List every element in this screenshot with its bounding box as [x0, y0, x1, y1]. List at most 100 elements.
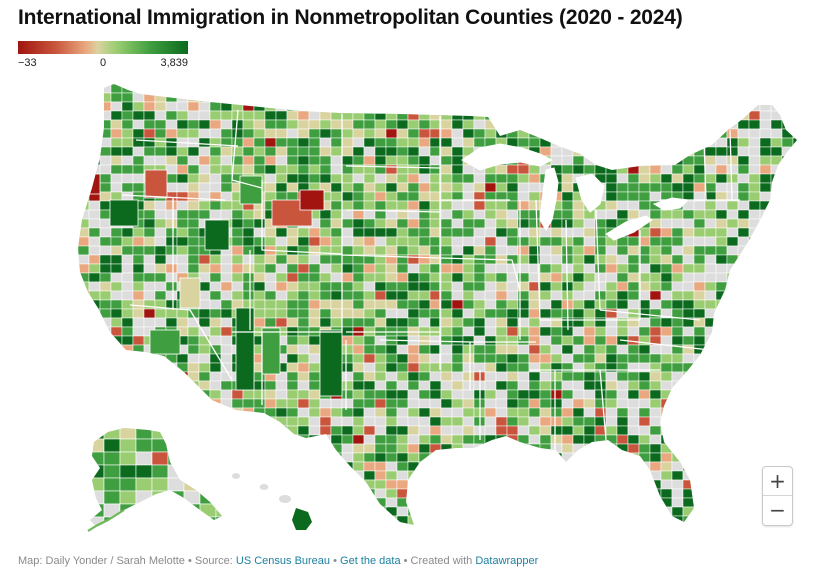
zoom-controls: + −	[762, 466, 793, 526]
county-cell	[121, 119, 134, 130]
map-area[interactable]	[0, 70, 823, 540]
county-cell	[88, 146, 101, 157]
county-cell	[429, 443, 442, 454]
county-cell	[583, 299, 596, 310]
county-cell	[561, 119, 574, 130]
county-cell	[341, 236, 354, 247]
county-cell	[693, 434, 706, 445]
county-cell	[187, 137, 200, 148]
county-cell	[286, 362, 299, 373]
county-cell	[110, 344, 123, 355]
datawrapper-link[interactable]: Datawrapper	[475, 555, 539, 567]
county-cell	[209, 84, 222, 94]
county-cell	[682, 524, 695, 525]
county-cell	[220, 353, 233, 364]
us-county-map[interactable]	[0, 70, 823, 540]
county-cell	[759, 164, 772, 175]
county-cell	[385, 371, 398, 382]
county-cell	[616, 290, 629, 301]
county-cell	[539, 506, 552, 517]
county-cell	[638, 299, 651, 310]
county-cell	[726, 299, 739, 310]
county-cell	[242, 101, 255, 112]
county-cell	[198, 317, 211, 328]
county-cell	[341, 317, 354, 328]
county-cell	[330, 272, 343, 283]
county-cell	[352, 137, 365, 148]
county-cell	[781, 137, 794, 148]
county-cell	[374, 272, 387, 283]
county-cell	[616, 164, 629, 175]
borough-cell	[90, 464, 105, 479]
county-cell	[341, 245, 354, 256]
hawaii-big-island	[292, 508, 312, 530]
county-cell	[616, 479, 629, 490]
county-cell	[451, 200, 464, 211]
county-cell	[517, 470, 530, 481]
borough-cell	[199, 451, 217, 466]
county-cell	[330, 92, 343, 103]
county-cell	[297, 452, 310, 463]
county-cell	[407, 281, 420, 292]
county-cell	[143, 362, 156, 373]
county-cell	[154, 146, 167, 157]
county-cell	[671, 281, 684, 292]
county-cell	[748, 128, 761, 139]
county-cell	[220, 155, 233, 166]
county-cell	[759, 407, 772, 418]
get-data-link[interactable]: Get the data	[340, 555, 401, 567]
county-cell	[418, 128, 431, 139]
county-cell	[275, 380, 288, 391]
county-cell	[275, 398, 288, 409]
source-link[interactable]: US Census Bureau	[235, 555, 331, 567]
county-cell	[209, 164, 222, 175]
county-cell	[583, 84, 596, 94]
county-cell	[583, 128, 596, 139]
county-cell	[330, 128, 343, 139]
county-cell	[440, 263, 453, 274]
county-cell	[78, 335, 90, 346]
county-cell	[297, 362, 310, 373]
county-cell	[319, 416, 332, 427]
county-cell	[770, 146, 783, 157]
county-cell	[572, 452, 585, 463]
county-cell	[99, 308, 112, 319]
county-cell	[275, 155, 288, 166]
county-cell	[759, 155, 772, 166]
county-cell	[792, 209, 797, 220]
county-cell	[781, 155, 794, 166]
county-cell	[275, 425, 288, 436]
county-cell	[220, 281, 233, 292]
county-cell	[286, 335, 299, 346]
county-cell	[616, 263, 629, 274]
county-cell	[638, 281, 651, 292]
county-cell	[121, 236, 134, 247]
county-cell	[176, 173, 189, 184]
county-cell	[726, 362, 739, 373]
county-cell	[308, 407, 321, 418]
county-cell	[759, 416, 772, 427]
county-cell	[583, 443, 596, 454]
county-cell	[143, 389, 156, 400]
county-cell	[495, 515, 508, 525]
borough-cell	[183, 516, 201, 526]
zoom-in-button[interactable]: +	[769, 469, 786, 493]
county-cell	[550, 299, 563, 310]
county-cell	[726, 488, 739, 499]
county-cell	[583, 488, 596, 499]
county-cell	[682, 452, 695, 463]
county-cell	[704, 263, 717, 274]
county-cell	[231, 101, 244, 112]
county-cell	[627, 461, 640, 472]
county-cell	[561, 92, 574, 103]
county-cell	[429, 488, 442, 499]
county-cell	[407, 84, 420, 94]
county-cell	[121, 101, 134, 112]
county-cell	[374, 308, 387, 319]
zoom-out-button[interactable]: −	[763, 495, 792, 524]
county-cell	[143, 128, 156, 139]
county-cell	[792, 452, 797, 463]
county-cell	[275, 236, 288, 247]
county-cell	[781, 146, 794, 157]
county-cell	[78, 506, 90, 517]
